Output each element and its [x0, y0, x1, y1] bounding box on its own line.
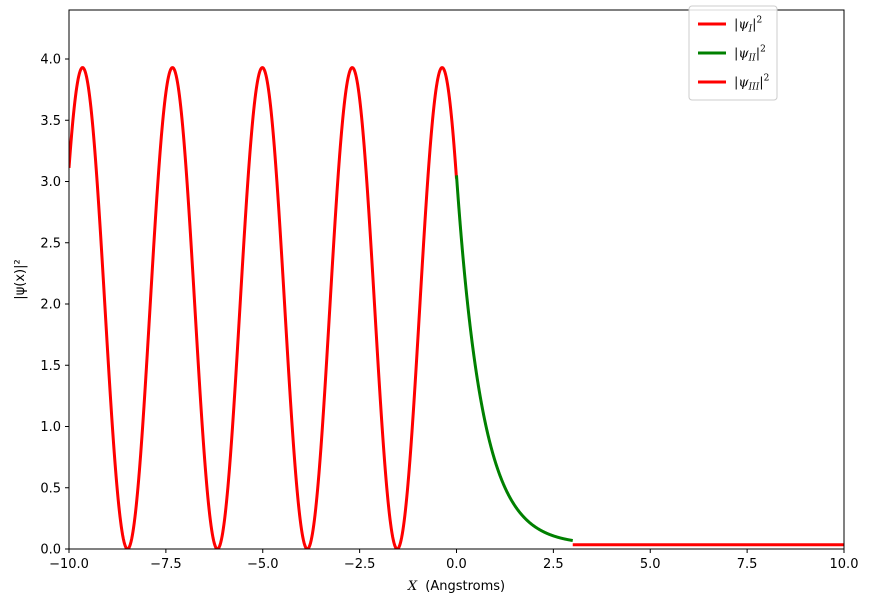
y-tick-label: 3.5: [40, 114, 61, 129]
axes-frame: [68, 9, 845, 550]
x-tick-label: −7.5: [150, 557, 182, 572]
y-tick-label: 0.5: [40, 481, 61, 496]
y-tick-label: 2.5: [40, 236, 61, 251]
x-tick-label: −10.0: [49, 557, 89, 572]
x-tick-label: 0.0: [446, 557, 467, 572]
x-axis-label-unit: (Angstroms): [425, 579, 505, 594]
legend-box: [688, 5, 778, 101]
y-axis-label: |ψ(x)|²: [13, 259, 28, 299]
series-line-2: [455, 175, 575, 543]
y-tick-label: 3.0: [40, 175, 61, 190]
y-tick-label: 0.0: [40, 543, 61, 558]
x-tick-label: −2.5: [344, 557, 376, 572]
legend-label-2: |ψII|2: [734, 45, 766, 64]
y-tick-label: 1.5: [40, 359, 61, 374]
legend: |ψI|2 |ψII|2 |ψIII|2: [688, 5, 778, 101]
x-tick-label: 10.0: [830, 557, 859, 572]
legend-label-1: |ψI|2: [734, 16, 762, 35]
y-tick-label: 4.0: [40, 53, 61, 68]
legend-label-3: |ψIII|2: [734, 74, 769, 93]
x-axis-ticks: −10.0 −7.5 −5.0 −2.5 0.0 2.5 5.0 7.5 10.0: [49, 549, 858, 572]
y-axis-ticks: 0.0 0.5 1.0 1.5 2.0 2.5 3.0 3.5 4.0: [40, 53, 69, 558]
x-tick-label: 5.0: [640, 557, 661, 572]
y-tick-label: 2.0: [40, 298, 61, 313]
y-tick-label: 1.0: [40, 420, 61, 435]
x-tick-label: 7.5: [737, 557, 758, 572]
x-tick-label: −5.0: [247, 557, 279, 572]
x-tick-label: 2.5: [543, 557, 564, 572]
x-axis-label-var: X: [407, 579, 418, 594]
x-axis-label: X (Angstroms): [407, 579, 505, 594]
series-line-1: [69, 66, 458, 549]
plot-area: [69, 66, 844, 549]
